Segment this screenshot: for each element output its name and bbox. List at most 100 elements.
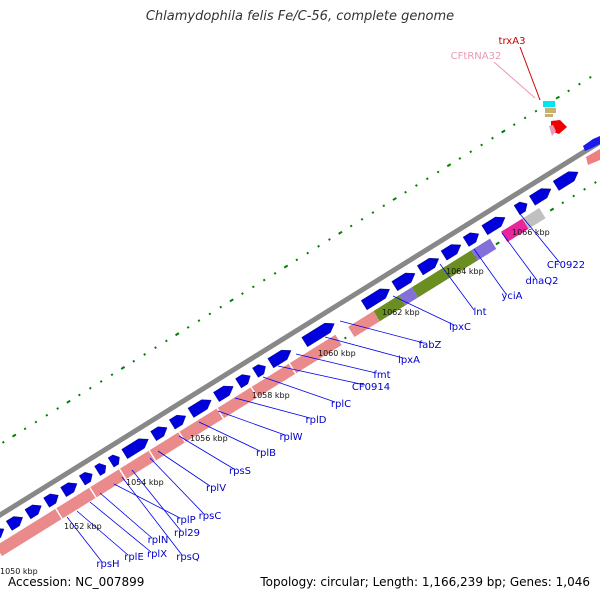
cds-arrow (150, 426, 168, 442)
tick-dot (317, 244, 320, 248)
tick-dot (360, 217, 364, 221)
cds-arrow (0, 528, 5, 539)
gene-leader (131, 469, 182, 532)
cds-arrow (5, 516, 23, 531)
cds-arrow (416, 258, 440, 276)
gene-features (0, 171, 579, 557)
tick-dot (469, 150, 473, 154)
genome-summary: Topology: circular; Length: 1,166,239 bp… (260, 575, 590, 589)
gene-label: rpsC (199, 511, 222, 522)
cds-arrow (462, 232, 480, 247)
gene-leader (99, 492, 153, 539)
tick-dot (56, 407, 60, 410)
scale-label: 1056 kbp (190, 434, 228, 443)
edge-cds (583, 136, 600, 151)
tick-dot (561, 201, 565, 205)
tick-dot (208, 312, 212, 316)
tick-dot (404, 190, 407, 194)
gene-label: CF0922 (547, 260, 585, 271)
tick-dot (88, 386, 92, 390)
tick-dot (273, 271, 277, 275)
gene-leader (66, 516, 103, 563)
accession-label: Accession: NC_007899 (8, 575, 145, 589)
band-separator (178, 431, 186, 443)
gene-label: rplE (124, 552, 144, 563)
tick-dot (523, 116, 527, 120)
tick-dot (495, 241, 500, 246)
gene-label: rplN (148, 535, 169, 546)
tick-dot (349, 224, 353, 228)
cyan-feature (543, 101, 555, 107)
tick-dot (132, 359, 136, 363)
gene-leader (473, 248, 507, 295)
tick-dot (501, 129, 506, 134)
tick-dot (120, 366, 126, 370)
tick-dot (338, 230, 343, 235)
edge-salmon (586, 149, 600, 165)
tick-dot (78, 393, 81, 397)
scale-label: 1064 kbp (446, 267, 484, 276)
tick-dot (578, 82, 581, 86)
gene-label: rplC (331, 399, 351, 410)
cds-arrow (481, 216, 506, 236)
gene-label: rplD (306, 415, 327, 426)
cds-arrow (391, 272, 416, 292)
tick-dot (283, 264, 289, 269)
tick-dot (164, 339, 168, 343)
tick-dot (251, 285, 255, 289)
gene-leader (324, 336, 404, 359)
cds-arrow (513, 201, 528, 216)
tan-feature (545, 108, 556, 113)
tick-dot (34, 420, 38, 424)
cftrna32-leader (493, 61, 536, 99)
cds-arrow (187, 399, 212, 418)
tick-dot (99, 380, 103, 383)
tick-dot (262, 278, 266, 282)
gene-leader (178, 435, 235, 470)
gene-leader (519, 213, 561, 264)
gene-leader (501, 232, 537, 280)
ribosomal-band (0, 334, 342, 557)
tick-dot (66, 399, 71, 404)
cds-arrow (252, 364, 266, 378)
tick-dot (572, 194, 576, 198)
gene-leader (262, 376, 336, 403)
gene-label: yciA (501, 291, 522, 302)
tick-dot (491, 136, 494, 140)
gene-label: lpxA (398, 355, 420, 366)
pink-marker (549, 125, 556, 136)
gene-label: lpxC (449, 322, 471, 333)
gene-leader (439, 263, 475, 311)
cds-arrow (213, 385, 234, 402)
gene-label: rpsQ (176, 552, 200, 563)
tick-dot (446, 163, 452, 168)
gene-label: rplV (206, 483, 226, 494)
gene-label: rpl29 (174, 528, 200, 539)
tick-dot (512, 123, 516, 127)
tick-dot (1, 440, 5, 444)
gene-leader (121, 476, 183, 556)
cds-arrow (168, 414, 187, 430)
gene-label: dnaQ2 (525, 276, 558, 287)
tick-dot (110, 373, 114, 377)
tick-dot (371, 211, 375, 214)
top-features: trxA3 CFtRNA32 (451, 36, 600, 165)
tick-dot (458, 157, 462, 160)
tick-dot (436, 170, 440, 174)
cds-arrow (60, 482, 78, 497)
gene-leader (392, 295, 455, 326)
gene-label: fabZ (419, 340, 442, 351)
cds-arrow (94, 463, 107, 476)
gene-leader (234, 397, 311, 419)
gene-leader (157, 450, 211, 487)
cds-arrow (267, 349, 292, 369)
purple-segment (471, 238, 497, 261)
tick-dot (549, 207, 555, 212)
scale-label: 1062 kbp (382, 308, 420, 317)
tick-dot (229, 298, 234, 303)
backbone-line (0, 139, 600, 518)
tick-dot (555, 95, 560, 100)
tick-dot (534, 109, 538, 113)
cds-arrow (529, 188, 552, 206)
